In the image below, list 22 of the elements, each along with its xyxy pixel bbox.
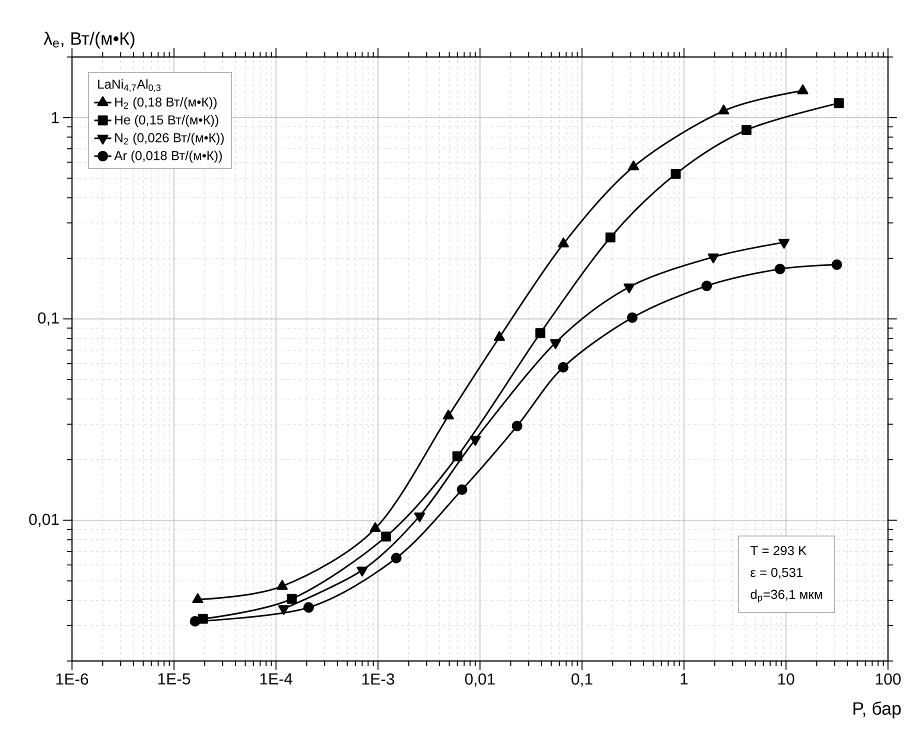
y-tick-label: 1 — [52, 112, 59, 124]
legend-label: He (0,15 Вт/(м•К)) — [115, 114, 218, 128]
legend-label: Ar (0,018 Вт/(м•К)) — [114, 150, 222, 163]
y-axis-title: λ$_{e}$, Вт/(м•К) — [44, 32, 134, 48]
annotation: ε = 0,531 — [750, 568, 803, 579]
legend-label: N$_{2}$ (0,026 Вт/(м•К)) — [115, 132, 224, 145]
x-tick-label: 10 — [778, 673, 794, 685]
x-tick-label: 1E-3 — [362, 673, 394, 685]
x-tick-label: 1E-4 — [260, 673, 292, 684]
x-tick-label: 1E-6 — [56, 673, 88, 685]
legend-label: H$_{2}$ (0,18 Вт/(м•К)) — [115, 97, 217, 110]
x-tick-label: 1 — [680, 673, 688, 684]
y-tick-label: 0,01 — [29, 514, 59, 527]
annotation: T = 293 K — [750, 546, 807, 556]
x-axis-title: P, бар — [854, 702, 901, 718]
x-tick-label: 1E-5 — [158, 673, 190, 685]
annotation: d$_{p}$=36,1 мкм — [750, 589, 822, 603]
x-tick-label: 100 — [876, 673, 901, 685]
x-tick-label: 0,01 — [465, 673, 495, 687]
legend-title: LaNi$_{4,7}$Al$_{0,3}$ — [98, 79, 161, 92]
x-tick-label: 0,1 — [572, 673, 592, 687]
y-tick-label: 0,1 — [38, 312, 59, 326]
